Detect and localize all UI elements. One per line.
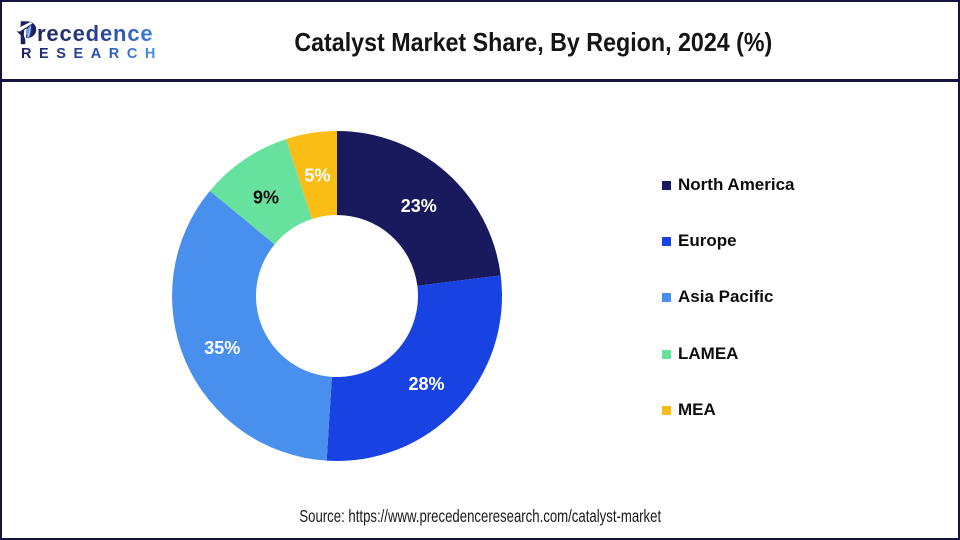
svg-text:9%: 9% bbox=[253, 187, 279, 207]
svg-text:23%: 23% bbox=[401, 196, 437, 216]
svg-text:RESEARCH: RESEARCH bbox=[21, 46, 163, 62]
svg-text:recedence: recedence bbox=[37, 21, 154, 46]
svg-text:28%: 28% bbox=[408, 374, 444, 394]
svg-text:35%: 35% bbox=[204, 338, 240, 358]
svg-text:5%: 5% bbox=[304, 166, 330, 186]
